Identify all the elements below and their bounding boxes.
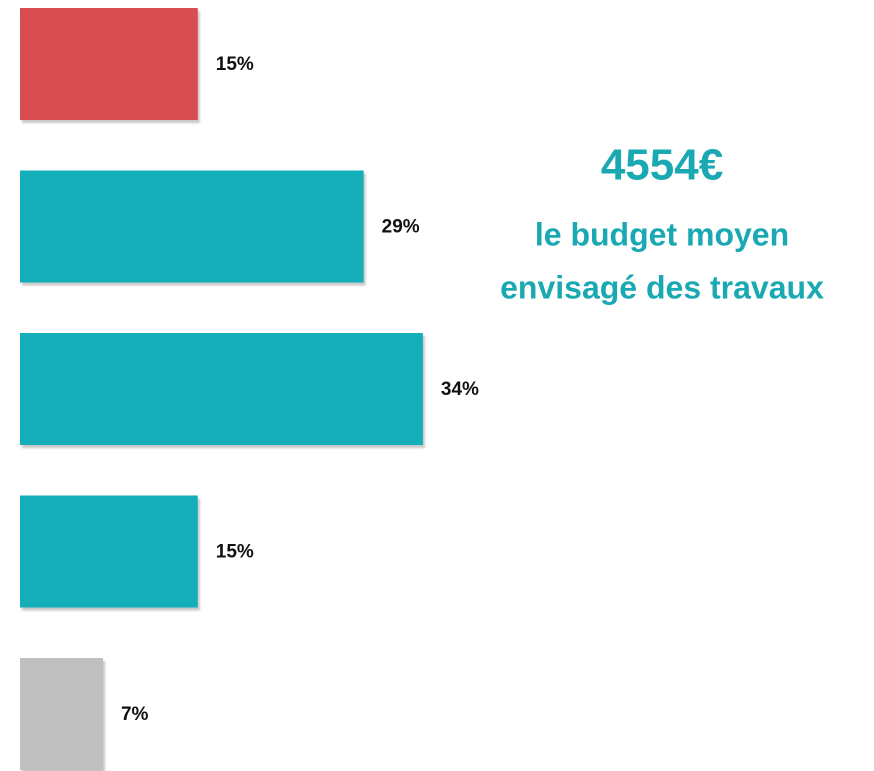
data-label: 34% bbox=[441, 379, 479, 400]
data-label: 15% bbox=[216, 54, 254, 75]
bar bbox=[20, 8, 198, 120]
data-label: 7% bbox=[121, 704, 149, 725]
bar bbox=[20, 658, 103, 770]
bar bbox=[20, 495, 198, 608]
data-label: 29% bbox=[382, 217, 420, 238]
data-label: 15% bbox=[216, 542, 254, 563]
annotation-text: le budget moyen bbox=[535, 216, 789, 252]
bar bbox=[20, 333, 423, 445]
annotation-value: 4554€ bbox=[601, 141, 723, 190]
annotation-text: envisagé des travaux bbox=[500, 269, 824, 305]
bar bbox=[20, 170, 364, 283]
